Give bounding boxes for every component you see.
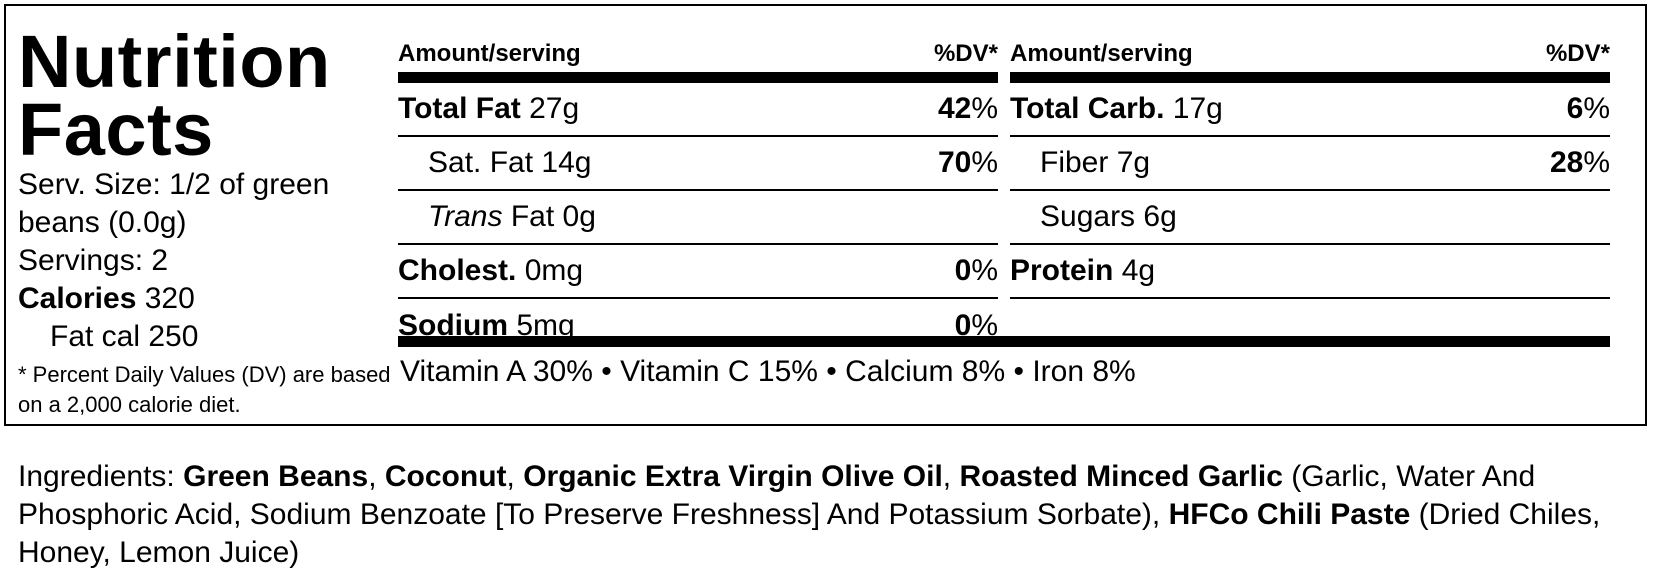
nutrient-dv: 6 (1566, 92, 1584, 125)
calories: Calories 320 (18, 280, 398, 318)
calories-label: Calories (18, 282, 137, 315)
nutrient-row-trans-fat: Trans Fat 0g (398, 191, 998, 245)
ingredient: Coconut (384, 460, 507, 493)
label-summary: Nutrition Facts Serv. Size: 1/2 of green… (18, 14, 398, 420)
amount-header: Amount/serving (398, 40, 581, 67)
nutrient-row-cholesterol: Cholest. 0mg 0% (398, 245, 998, 299)
nutrient-amount: 7g (1116, 146, 1151, 179)
percent-sign: % (1583, 92, 1610, 125)
fat-calories: Fat cal 250 (50, 320, 199, 353)
nutrient-amount: 4g (1121, 254, 1156, 287)
thick-divider (1010, 72, 1610, 83)
nutrient-name-italic: Trans (428, 200, 503, 233)
nutrient-dv: 42 (937, 92, 972, 125)
nutrient-dv: 0 (954, 254, 972, 287)
serving-size: Serv. Size: 1/2 of green beans (0.0g) (18, 168, 330, 239)
nutrient-row-sugars: Sugars 6g (1010, 191, 1610, 245)
dv-header: %DV* (1545, 40, 1610, 67)
nutrient-panel-right: Amount/serving %DV* Total Carb. 17g 6% F… (1010, 34, 1610, 353)
serving-info: Serv. Size: 1/2 of green beans (0.0g) Se… (18, 166, 398, 356)
nutrient-amount: 0g (562, 200, 596, 233)
ingredient-detail: (Garlic, Water And Phosphoric Acid, Sodi… (18, 460, 1536, 531)
servings: Servings: 2 (18, 244, 169, 277)
title-line-2: Facts (18, 88, 214, 171)
label-title: Nutrition Facts (18, 20, 398, 171)
nutrient-name: Fat (510, 200, 555, 233)
separator: , (368, 460, 385, 493)
nutrient-name: Fiber (1040, 146, 1109, 179)
vitamins-minerals: Vitamin A 30% • Vitamin C 15% • Calcium … (400, 355, 1136, 388)
nutrient-name: Total Carb. (1010, 92, 1165, 125)
nutrient-row-total-fat: Total Fat 27g 42% (398, 83, 998, 137)
percent-sign: % (971, 92, 998, 125)
ingredient: Green Beans (183, 460, 369, 493)
thick-divider (398, 72, 998, 83)
separator: , (506, 460, 524, 493)
dv-header: %DV* (933, 40, 998, 67)
amount-header: Amount/serving (1010, 40, 1193, 67)
nutrient-row-total-carb: Total Carb. 17g 6% (1010, 83, 1610, 137)
nutrient-amount: 14g (541, 146, 592, 179)
panel-header: Amount/serving %DV* (398, 34, 998, 68)
nutrient-name: Total Fat (398, 92, 521, 125)
percent-sign: % (971, 254, 998, 287)
separator: , (942, 460, 960, 493)
ingredient: Roasted Minced Garlic (959, 460, 1283, 493)
nutrient-name: Cholest. (398, 254, 517, 287)
nutrient-amount: 6g (1143, 200, 1177, 233)
nutrient-name: Sugars (1040, 200, 1136, 233)
title-line-1: Nutrition (18, 20, 331, 103)
nutrient-name: Sat. Fat (428, 146, 534, 179)
ingredients-statement: Ingredients: Green Beans, Coconut, Organ… (18, 458, 1648, 572)
nutrient-amount: 17g (1172, 92, 1223, 125)
nutrient-row-protein: Protein 4g (1010, 245, 1610, 299)
dv-footnote: * Percent Daily Values (DV) are based on… (18, 362, 391, 417)
ingredient: Organic Extra Virgin Olive Oil (523, 460, 943, 493)
percent-sign: % (971, 146, 998, 179)
nutrient-dv: 28 (1549, 146, 1584, 179)
nutrient-amount: 0mg (524, 254, 584, 287)
calories-value: 320 (144, 282, 195, 315)
thick-divider-bottom (398, 336, 1610, 347)
nutrient-row-sat-fat: Sat. Fat 14g 70% (398, 137, 998, 191)
nutrient-row-fiber: Fiber 7g 28% (1010, 137, 1610, 191)
ingredient-detail: (Dried Chiles, Honey, Lemon Juice) (18, 498, 1601, 569)
nutrient-amount: 27g (529, 92, 580, 125)
nutrient-dv: 70 (937, 146, 972, 179)
ingredient: HFCo Chili Paste (1168, 498, 1411, 531)
nutrient-name: Protein (1010, 254, 1114, 287)
percent-sign: % (1583, 146, 1610, 179)
panel-header: Amount/serving %DV* (1010, 34, 1610, 68)
ingredients-prefix: Ingredients: (18, 460, 184, 493)
nutrient-dv: 0 (954, 309, 972, 342)
nutrient-panel-left: Amount/serving %DV* Total Fat 27g 42% Sa… (398, 34, 998, 353)
nutrition-facts-label: Nutrition Facts Serv. Size: 1/2 of green… (4, 4, 1647, 426)
